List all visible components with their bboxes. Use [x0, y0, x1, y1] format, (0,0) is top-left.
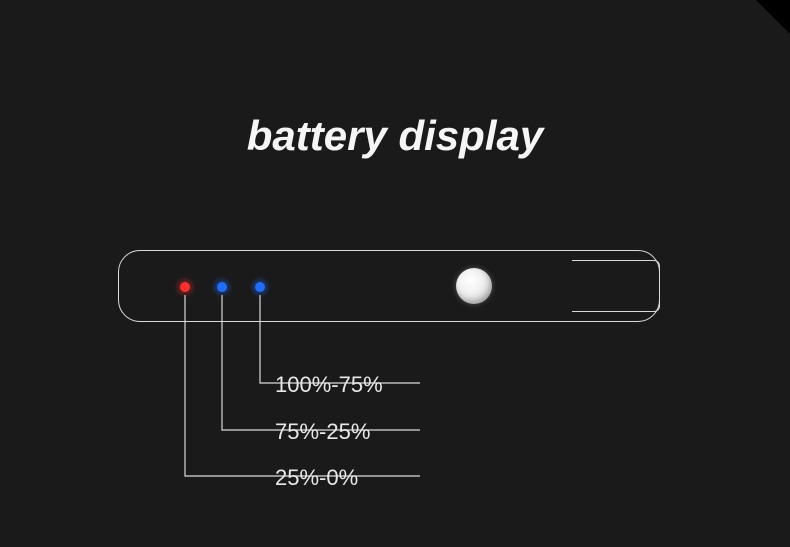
callout-75-25-label: 75%-25%: [275, 419, 370, 445]
diagram-title: battery display: [0, 112, 790, 160]
led-2-icon: [217, 282, 227, 292]
led-3-icon: [255, 282, 265, 292]
callout-100-75-label: 100%-75%: [275, 372, 383, 398]
device-usb-tab: [572, 260, 660, 312]
callout-25-0-label: 25%-0%: [275, 465, 358, 491]
led-1-icon: [180, 282, 190, 292]
diagram-stage: battery display 100%-75% 75%-25% 25%-0%: [0, 0, 790, 547]
corner-notch: [756, 0, 790, 34]
power-button: [456, 268, 492, 304]
